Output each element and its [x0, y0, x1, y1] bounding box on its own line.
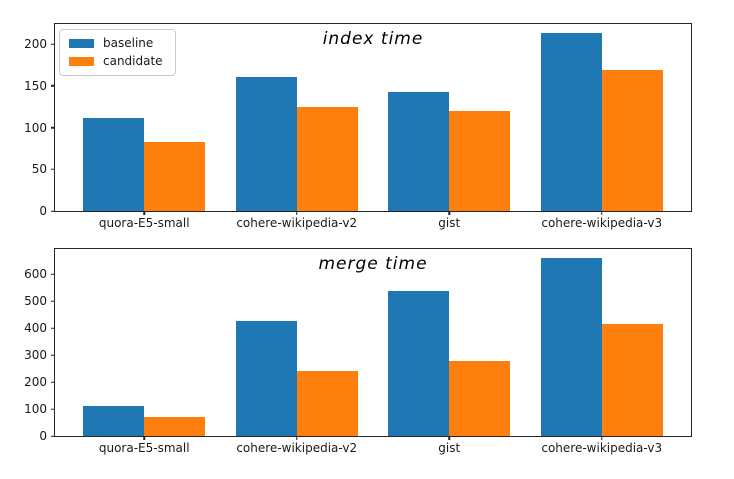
y-tick-label: 0 [39, 204, 47, 218]
y-tick-label: 200 [24, 37, 47, 52]
bar-baseline-cohere-wikipedia-v3 [540, 33, 602, 211]
y-tick-mark [51, 126, 55, 129]
bar-baseline-gist [388, 290, 450, 436]
y-tick-mark [51, 85, 55, 87]
legend-swatch-candidate-icon [69, 57, 94, 67]
x-tick-mark [601, 436, 603, 440]
y-tick-mark [51, 300, 55, 303]
bar-candidate-cohere-wikipedia-v2 [296, 106, 358, 211]
legend-label-baseline: baseline [103, 36, 154, 50]
x-tick-mark [448, 211, 450, 215]
y-tick-label: 300 [24, 348, 47, 363]
x-tick-label: cohere-wikipedia-v3 [541, 216, 663, 230]
bar-baseline-cohere-wikipedia-v2 [235, 320, 297, 436]
chart-title-index-time: index time [322, 29, 424, 49]
bar-candidate-quora-E5-small [144, 141, 206, 211]
y-tick-label: 50 [31, 162, 47, 177]
y-tick-mark [51, 168, 55, 171]
y-tick-mark [51, 43, 55, 45]
x-tick-mark [143, 436, 145, 440]
y-tick-mark [51, 210, 55, 212]
bar-candidate-quora-E5-small [144, 417, 206, 436]
bar-baseline-quora-E5-small [83, 117, 145, 211]
bar-candidate-gist [449, 361, 511, 436]
plot-area-index-time: index time baseline candidate 0 50 100 150 2… [24, 23, 692, 230]
y-tick-label: 100 [24, 120, 47, 135]
bar-candidate-cohere-wikipedia-v3 [601, 323, 663, 436]
x-tick-mark [601, 211, 603, 215]
y-tick-label: 200 [24, 375, 47, 390]
y-tick-label: 100 [24, 402, 47, 417]
bar-baseline-gist [388, 91, 450, 211]
x-tick-label: gist [438, 216, 461, 230]
x-tick-mark [295, 436, 298, 440]
x-tick-mark [448, 436, 450, 440]
x-tick-label: cohere-wikipedia-v2 [236, 441, 358, 455]
bar-baseline-cohere-wikipedia-v2 [235, 77, 297, 211]
y-tick-label: 150 [24, 78, 47, 93]
bar-candidate-cohere-wikipedia-v3 [601, 69, 663, 211]
chart-title-merge-time: merge time [318, 254, 428, 274]
y-tick-mark [51, 354, 55, 356]
y-tick-label: 400 [24, 321, 47, 336]
legend-swatch-baseline-icon [69, 38, 94, 48]
y-tick-mark [51, 435, 55, 437]
legend-label-candidate: candidate [103, 54, 163, 69]
legend-item-baseline: baseline [69, 36, 163, 50]
y-tick-mark [51, 327, 55, 329]
x-tick-label: cohere-wikipedia-v2 [236, 216, 358, 230]
x-tick-label: quora-E5-small [98, 216, 190, 230]
bar-candidate-gist [449, 110, 511, 211]
legend: baseline candidate [59, 29, 176, 76]
y-tick-label: 0 [39, 429, 47, 443]
plot-area-merge-time: merge time 0 100 200 300 400 500 600 quora-E5-s… [24, 248, 692, 455]
legend-item-candidate: candidate [69, 54, 163, 68]
x-tick-label: cohere-wikipedia-v3 [541, 441, 663, 455]
x-tick-label: gist [438, 441, 461, 455]
y-tick-mark [51, 408, 55, 410]
y-tick-mark [51, 381, 55, 383]
y-tick-mark [51, 273, 55, 276]
x-tick-mark [295, 211, 298, 215]
bar-baseline-quora-E5-small [83, 405, 145, 436]
y-tick-label: 500 [24, 294, 47, 309]
bar-baseline-cohere-wikipedia-v3 [540, 258, 602, 436]
bar-candidate-cohere-wikipedia-v2 [296, 371, 358, 436]
y-tick-label: 600 [24, 267, 47, 282]
x-tick-mark [143, 211, 145, 215]
x-tick-label: quora-E5-small [98, 441, 190, 455]
